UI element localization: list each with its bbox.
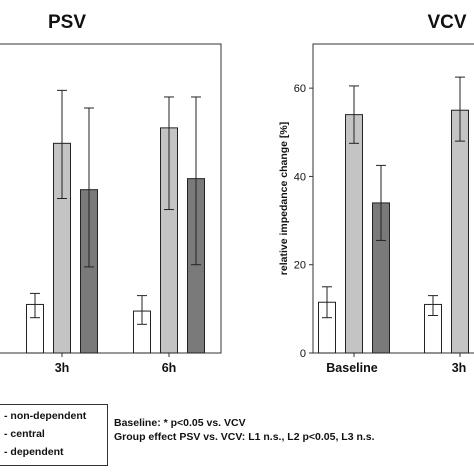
plot-frame	[0, 43, 222, 354]
x-tick-label: Baseline	[326, 361, 377, 375]
x-tick-label: 3h	[55, 361, 70, 375]
chart-title: VCV	[427, 12, 466, 33]
y-tick-label: 0	[300, 348, 306, 360]
bar-central	[451, 109, 469, 354]
y-tick-label: 20	[294, 260, 306, 272]
chart-title: PSV	[48, 12, 86, 33]
x-tick-label: 6h	[162, 361, 177, 375]
bar-central	[345, 114, 363, 354]
psv-panel: PSV 3h 6h	[0, 12, 222, 375]
plot-frame	[312, 43, 474, 354]
legend: - non-dependent - central - dependent	[0, 404, 108, 466]
legend-item: - central	[4, 428, 45, 440]
notes-line-1: Baseline: * p<0.05 vs. VCV	[114, 417, 246, 429]
x-tick-label: 3h	[452, 361, 467, 375]
y-tick-label: 60	[294, 83, 306, 95]
y-axis-label: relative impedance change [%]	[278, 122, 290, 275]
legend-item: - dependent	[4, 446, 64, 458]
notes-line-2: Group effect PSV vs. VCV: L1 n.s., L2 p<…	[114, 431, 375, 443]
y-tick-label: 40	[294, 171, 306, 183]
legend-item: - non-dependent	[4, 410, 87, 422]
vcv-panel: VCV 0 20 40 60 relative impedance change [%] B…	[278, 12, 474, 375]
